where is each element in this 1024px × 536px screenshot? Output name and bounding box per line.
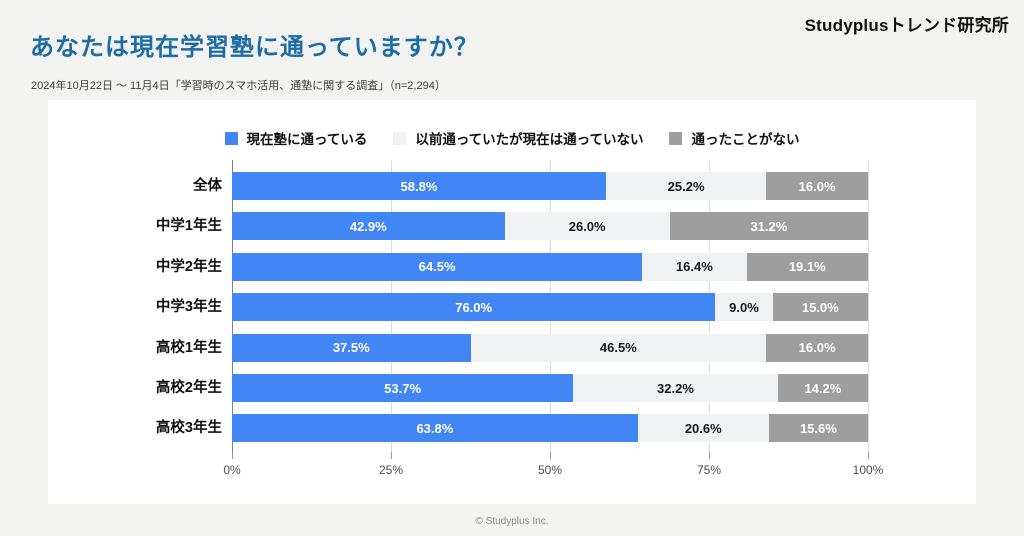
- bar-row: 高校1年生 37.5% 46.5% 16.0%: [156, 333, 868, 362]
- row-label: 高校3年生: [155, 420, 222, 437]
- chart-card: 現在塾に通っている 以前通っていたが現在は通っていない 通ったことがない 0% 25%…: [48, 100, 976, 504]
- bar-segment: 76.0%: [232, 293, 716, 322]
- legend-item: 現在塾に通っている: [224, 128, 368, 148]
- axis-tick: [868, 452, 869, 459]
- x-axis-tick-label: 0%: [223, 463, 241, 477]
- grid-line: [868, 160, 869, 452]
- bar-row: 全体 58.8% 25.2% 16.0%: [193, 172, 868, 200]
- bar-segment: 58.8%: [232, 172, 606, 200]
- bar-value-label: 58.8%: [400, 178, 438, 194]
- legend-swatch-icon: [224, 131, 238, 145]
- bar-segment: 15.0%: [772, 293, 868, 322]
- bar-value-label: 20.6%: [684, 420, 722, 436]
- axis-tick: [550, 452, 551, 459]
- bar-segment: 46.5%: [470, 333, 767, 362]
- bar-value-label: 16.4%: [675, 259, 713, 275]
- bar-value-label: 76.0%: [455, 299, 493, 315]
- bar-value-label: 19.1%: [788, 259, 826, 275]
- bar-segment: 64.5%: [232, 252, 643, 281]
- bar-segment: 9.0%: [715, 293, 773, 322]
- bar-value-label: 15.6%: [799, 420, 837, 436]
- bar-value-label: 37.5%: [332, 340, 370, 356]
- bar-segment: 19.1%: [746, 252, 868, 281]
- axis-tick: [391, 452, 392, 459]
- row-label: 高校2年生: [155, 380, 222, 396]
- bar-row: 高校2年生 53.7% 32.2% 14.2%: [156, 374, 868, 402]
- x-axis-tick-label: 75%: [696, 463, 722, 477]
- legend-item: 以前通っていたが現在は通っていない: [393, 128, 643, 148]
- chart-legend: 現在塾に通っている 以前通っていたが現在は通っていない 通ったことがない: [48, 128, 976, 148]
- bar-value-label: 63.8%: [416, 420, 454, 436]
- survey-subtitle: 2024年10月22日 ～ 11月4日「学習時のスマホ活用、通塾に関する調査」（…: [31, 80, 446, 92]
- axis-tick: [232, 452, 233, 459]
- bar-row: 中学3年生 76.0% 9.0% 15.0%: [156, 293, 868, 322]
- legend-item: 通ったことがない: [669, 128, 799, 148]
- bar-segment: 14.2%: [777, 374, 868, 402]
- bar-value-label: 42.9%: [349, 218, 387, 234]
- legend-label: 通ったことがない: [691, 132, 800, 147]
- bar-segment: 31.2%: [669, 212, 868, 241]
- bar-value-label: 25.2%: [667, 178, 705, 194]
- bar-segment: 53.7%: [232, 374, 574, 402]
- legend-swatch-icon: [393, 131, 407, 145]
- axis-tick: [709, 452, 710, 459]
- bar-value-label: 26.0%: [568, 218, 606, 234]
- row-label: 全体: [193, 178, 222, 194]
- bar-value-label: 14.2%: [804, 380, 842, 396]
- row-label: 中学2年生: [155, 258, 222, 275]
- bar-value-label: 31.2%: [750, 218, 788, 234]
- page-title: あなたは現在学習塾に通っていますか？: [30, 34, 479, 61]
- bar-segment: 63.8%: [232, 414, 638, 443]
- bar-value-label: 46.5%: [599, 340, 637, 356]
- row-label: 中学3年生: [155, 299, 222, 316]
- bar-segment: 37.5%: [232, 333, 471, 362]
- row-label: 中学1年生: [155, 218, 222, 235]
- bar-segment: 15.6%: [768, 414, 868, 443]
- bar-value-label: 16.0%: [798, 178, 836, 194]
- bar-segment: 16.0%: [766, 333, 868, 362]
- bar-segment: 25.2%: [605, 172, 767, 200]
- bar-value-label: 9.0%: [729, 299, 759, 315]
- brand-logo: Studyplusトレンド研究所: [804, 16, 1009, 35]
- legend-label: 現在塾に通っている: [246, 132, 368, 147]
- bar-segment: 16.0%: [766, 172, 868, 200]
- bar-value-label: 15.0%: [801, 299, 839, 315]
- legend-swatch-icon: [669, 131, 683, 145]
- x-axis-tick-label: 100%: [852, 463, 884, 477]
- bar-value-label: 64.5%: [418, 259, 456, 275]
- chart-plot-area: 0% 25% 50% 75% 100% 全体 58.8% 25.2% 16.0% 中学1年生 42.…: [156, 160, 883, 490]
- bar-value-label: 53.7%: [384, 380, 422, 396]
- bar-row: 中学1年生 42.9% 26.0% 31.2%: [156, 212, 868, 241]
- bar-segment: 20.6%: [637, 414, 769, 443]
- bar-segment: 32.2%: [573, 374, 778, 402]
- bar-value-label: 32.2%: [657, 380, 694, 396]
- row-label: 高校1年生: [155, 339, 222, 356]
- bar-value-label: 16.0%: [798, 340, 836, 356]
- bar-row: 高校3年生 63.8% 20.6% 15.6%: [156, 414, 868, 443]
- x-axis-tick-label: 25%: [378, 463, 404, 477]
- bar-segment: 16.4%: [642, 252, 747, 281]
- legend-label: 以前通っていたが現在は通っていない: [415, 132, 644, 147]
- bar-segment: 42.9%: [232, 212, 505, 241]
- x-axis-tick-label: 50%: [537, 463, 563, 477]
- bar-segment: 26.0%: [504, 212, 670, 241]
- bar-row: 中学2年生 64.5% 16.4% 19.1%: [156, 252, 868, 281]
- copyright-text: © Studyplus Inc.: [475, 516, 549, 527]
